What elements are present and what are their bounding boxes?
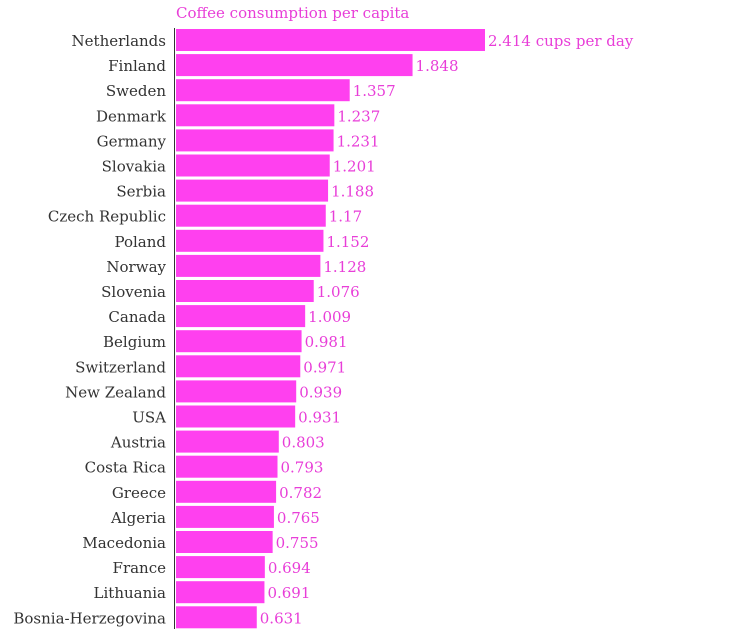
bar-slovenia xyxy=(176,280,314,302)
value-label: 0.782 xyxy=(279,484,322,502)
value-label: 0.765 xyxy=(277,509,320,527)
value-label: 0.755 xyxy=(276,534,319,552)
category-label: Czech Republic xyxy=(48,208,166,226)
bar-czech-republic xyxy=(176,204,326,227)
bar-netherlands xyxy=(176,29,485,51)
bar-macedonia xyxy=(176,531,273,553)
bar-finland xyxy=(176,54,413,77)
value-label: 0.939 xyxy=(299,383,342,401)
category-label: Costa Rica xyxy=(85,459,166,477)
value-label: 1.152 xyxy=(326,233,369,251)
category-label: Austria xyxy=(110,434,166,452)
category-label: Slovenia xyxy=(101,283,166,301)
bar-belgium xyxy=(176,330,302,353)
bar-sweden xyxy=(176,79,350,102)
category-label: USA xyxy=(132,409,166,427)
value-label: 0.803 xyxy=(282,434,325,452)
category-label: Macedonia xyxy=(82,534,166,552)
bar-usa xyxy=(176,405,296,428)
category-label: Netherlands xyxy=(72,32,166,50)
bar-bosnia-herzegovina xyxy=(176,606,257,629)
bar-germany xyxy=(176,129,334,152)
bar-denmark xyxy=(176,104,335,127)
chart-title: Coffee consumption per capita xyxy=(176,4,409,22)
value-label: 0.981 xyxy=(305,333,348,351)
category-label: New Zealand xyxy=(65,383,166,401)
category-label: Finland xyxy=(108,57,166,75)
bar-slovakia xyxy=(176,154,330,177)
value-label: 0.631 xyxy=(260,609,303,627)
bar-lithuania xyxy=(176,581,265,604)
value-label: 1.188 xyxy=(331,183,374,201)
value-label: 2.414 cups per day xyxy=(488,32,634,50)
value-label: 0.793 xyxy=(281,459,324,477)
value-label: 1.009 xyxy=(308,308,351,326)
value-label: 1.17 xyxy=(329,208,362,226)
bar-poland xyxy=(176,229,324,252)
category-label: Switzerland xyxy=(75,358,166,376)
bar-new-zealand xyxy=(176,380,297,403)
bar-algeria xyxy=(176,505,274,528)
category-label: France xyxy=(113,559,167,577)
category-label: Sweden xyxy=(106,82,166,100)
value-label: 1.357 xyxy=(353,82,396,100)
category-label: Germany xyxy=(97,132,167,150)
value-label: 0.931 xyxy=(298,409,341,427)
bar-switzerland xyxy=(176,355,301,378)
bar-norway xyxy=(176,254,321,277)
value-label: 1.237 xyxy=(337,107,380,125)
category-label: Slovakia xyxy=(102,158,166,176)
bar-greece xyxy=(176,480,277,503)
category-label: Belgium xyxy=(103,333,166,351)
category-label: Bosnia-Herzegovina xyxy=(13,609,166,627)
category-label: Lithuania xyxy=(94,584,167,602)
value-label: 1.848 xyxy=(416,57,459,75)
category-label: Serbia xyxy=(116,183,166,201)
category-label: Algeria xyxy=(110,509,166,527)
value-label: 1.076 xyxy=(317,283,360,301)
bars-group: Netherlands 2.414 cups per day Finland 1.84… xyxy=(13,29,634,629)
value-label: 1.231 xyxy=(337,132,380,150)
category-label: Poland xyxy=(114,233,166,251)
value-label: 0.691 xyxy=(267,584,310,602)
category-label: Greece xyxy=(112,484,166,502)
value-label: 1.201 xyxy=(333,158,376,176)
bar-serbia xyxy=(176,179,329,202)
bar-costa-rica xyxy=(176,455,278,478)
value-label: 1.128 xyxy=(323,258,366,276)
value-label: 0.971 xyxy=(303,358,346,376)
bar-canada xyxy=(176,305,306,328)
category-label: Canada xyxy=(108,308,166,326)
category-label: Denmark xyxy=(96,107,167,125)
bar-france xyxy=(176,556,265,579)
value-label: 0.694 xyxy=(268,559,311,577)
bar-austria xyxy=(176,430,279,453)
category-label: Norway xyxy=(106,258,166,276)
